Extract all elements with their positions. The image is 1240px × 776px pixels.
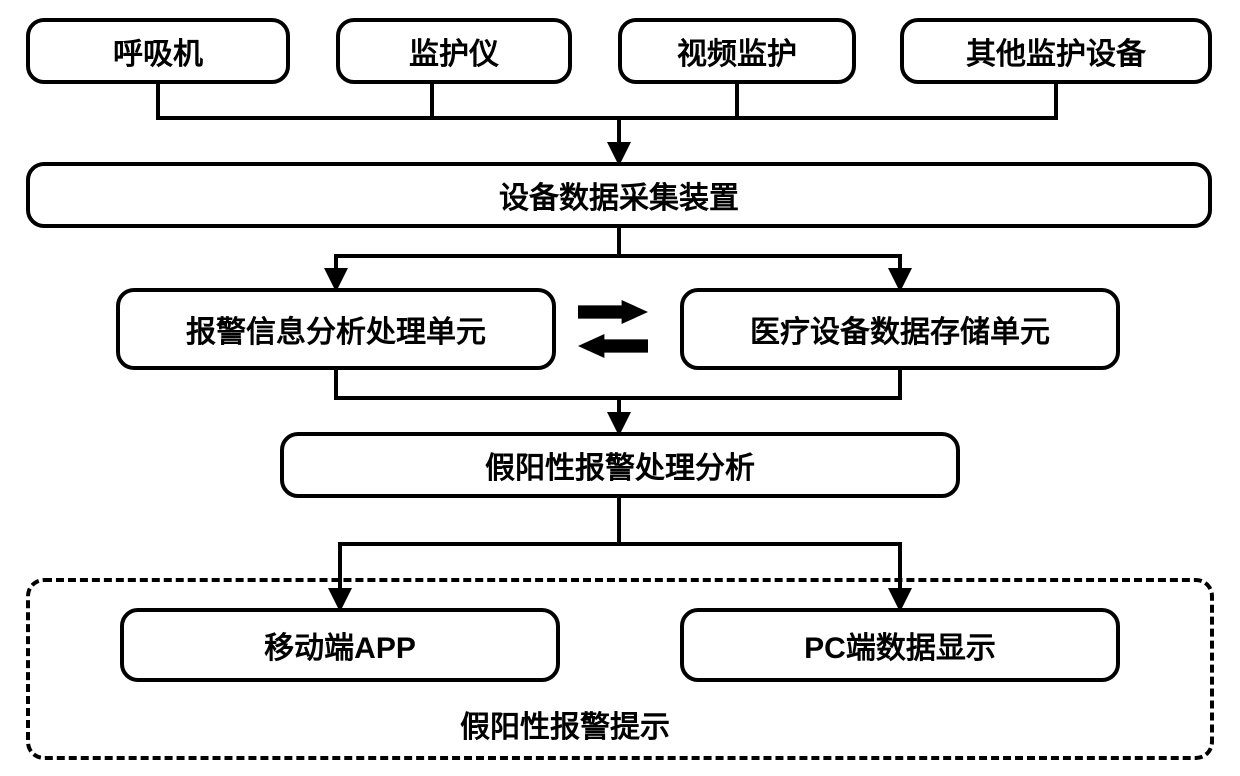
node-data-collector: 设备数据采集装置 — [26, 162, 1212, 228]
node-mobile-app: 移动端APP — [120, 608, 560, 682]
node-false-pos-label: 假阳性报警处理分析 — [485, 443, 755, 487]
node-storage-unit: 医疗设备数据存储单元 — [680, 288, 1120, 370]
node-video-monitor: 视频监护 — [618, 18, 856, 84]
node-other-devices: 其他监护设备 — [900, 18, 1212, 84]
node-monitor-label: 监护仪 — [409, 29, 499, 73]
dashed-group-label: 假阳性报警提示 — [460, 702, 670, 746]
node-video-label: 视频监护 — [677, 29, 797, 73]
node-monitor: 监护仪 — [336, 18, 572, 84]
node-storage-unit-label: 医疗设备数据存储单元 — [750, 307, 1050, 351]
node-ventilator-label: 呼吸机 — [113, 29, 203, 73]
node-alarm-unit-label: 报警信息分析处理单元 — [186, 307, 486, 351]
node-other-label: 其他监护设备 — [966, 29, 1146, 73]
node-ventilator: 呼吸机 — [26, 18, 290, 84]
node-collector-label: 设备数据采集装置 — [499, 173, 739, 217]
node-false-positive-analysis: 假阳性报警处理分析 — [280, 432, 960, 498]
bidirectional-arrows-icon — [578, 300, 648, 358]
node-pc-display: PC端数据显示 — [680, 608, 1120, 682]
node-mobile-label: 移动端APP — [264, 623, 416, 667]
node-pc-label: PC端数据显示 — [804, 623, 996, 667]
node-alarm-unit: 报警信息分析处理单元 — [116, 288, 556, 370]
